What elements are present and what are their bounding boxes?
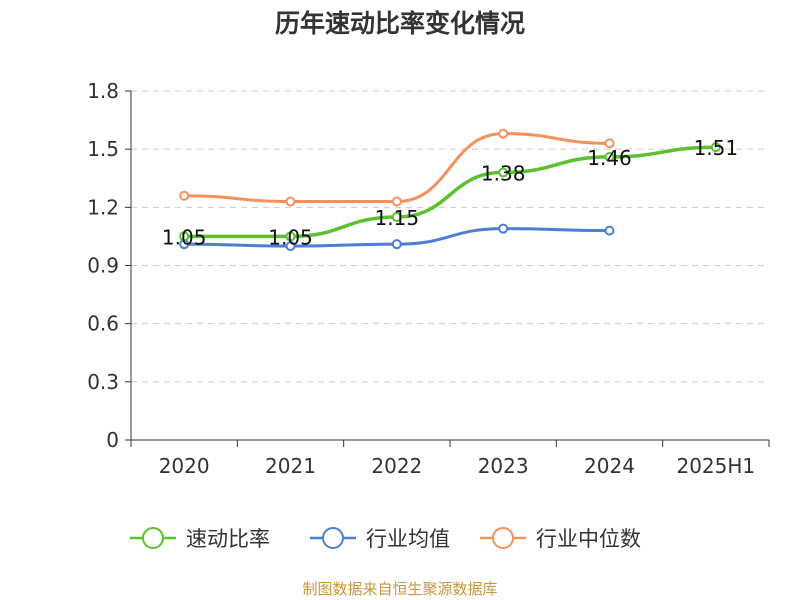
data-point[interactable] (285, 231, 296, 242)
grid (131, 90, 769, 383)
legend-marker (142, 527, 164, 549)
data-point[interactable] (391, 239, 402, 250)
x-tick-label: 2020 (159, 454, 210, 478)
legend-label: 速动比率 (186, 527, 270, 551)
y-tick-label: 0.9 (87, 254, 119, 278)
x-tick-label: 2024 (584, 454, 635, 478)
x-tick-label: 2023 (478, 454, 529, 478)
data-label: 1.46 (587, 146, 632, 170)
y-tick-label: 0.3 (87, 370, 119, 394)
data-point[interactable] (285, 241, 296, 252)
legend[interactable]: 速动比率 行业均值 行业中位数 (130, 527, 641, 551)
legend-item[interactable]: 速动比率 (130, 527, 270, 551)
source-footer: 制图数据来自恒生聚源数据库 (302, 580, 497, 598)
data-point[interactable] (498, 128, 509, 139)
legend-item[interactable]: 行业均值 (310, 527, 450, 551)
data-point[interactable] (498, 223, 509, 234)
data-point[interactable] (179, 231, 190, 242)
data-point[interactable] (179, 190, 190, 201)
data-point[interactable] (498, 167, 509, 178)
data-label: 1.51 (694, 136, 739, 160)
chart-title: 历年速动比率变化情况 (275, 9, 525, 38)
data-label: 1.38 (481, 161, 526, 185)
legend-label: 行业中位数 (536, 527, 641, 551)
x-tick-label: 2022 (371, 454, 422, 478)
data-point[interactable] (391, 212, 402, 223)
y-tick-label: 0.6 (87, 312, 119, 336)
legend-marker (322, 527, 344, 549)
x-tick-label: 2021 (265, 454, 316, 478)
legend-label: 行业均值 (366, 527, 450, 551)
y-tick-label: 1.8 (87, 79, 119, 103)
data-point[interactable] (710, 142, 721, 153)
data-label: 1.05 (162, 225, 207, 249)
series (179, 128, 721, 252)
data-point[interactable] (285, 196, 296, 207)
data-label: 1.15 (375, 206, 420, 230)
data-point[interactable] (604, 151, 615, 162)
legend-item[interactable]: 行业中位数 (480, 527, 641, 551)
x-tick-label: 2025H1 (676, 454, 755, 478)
y-tick-label: 1.2 (87, 195, 119, 219)
data-labels: 1.05 1.05 1.15 1.38 1.46 1.51 (162, 136, 738, 249)
data-label: 1.05 (268, 225, 313, 249)
legend-marker (492, 527, 514, 549)
data-point[interactable] (604, 225, 615, 236)
series-line (184, 132, 610, 204)
axes: 0 0.3 0.6 0.9 1.2 1.5 1.8 2020 2021 2022 2023 2024 2… (87, 79, 770, 478)
data-point[interactable] (604, 138, 615, 149)
y-tick-label: 0 (106, 428, 119, 452)
data-point[interactable] (391, 196, 402, 207)
series-line (184, 145, 716, 239)
y-tick-label: 1.5 (87, 137, 119, 161)
